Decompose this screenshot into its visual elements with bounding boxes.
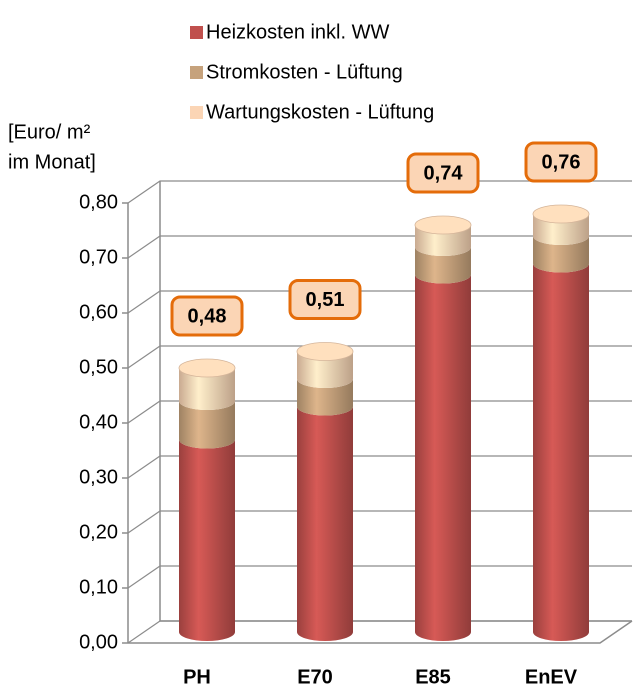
value-label: 0,76 xyxy=(542,151,581,173)
x-tick-label: EnEV xyxy=(525,666,578,688)
bar-segment xyxy=(179,439,236,641)
y-tick-label: 0,80 xyxy=(79,191,118,213)
grid-line xyxy=(127,455,632,479)
y-tick-label: 0,10 xyxy=(79,576,118,598)
legend-label: Stromkosten - Lüftung xyxy=(206,61,403,83)
y-axis-label: [Euro/ m² xyxy=(8,121,91,143)
x-tick-label: E70 xyxy=(297,666,333,688)
legend-label: Wartungskosten - Lüftung xyxy=(206,101,434,123)
bar-segment xyxy=(533,263,589,641)
value-label-box xyxy=(406,152,480,194)
legend-swatch xyxy=(190,106,203,119)
y-tick-label: 0,50 xyxy=(79,356,118,378)
bar-segment xyxy=(297,379,353,416)
y-tick-label: 0,70 xyxy=(79,246,118,268)
grid-line xyxy=(127,235,632,259)
bar-segment xyxy=(415,274,471,641)
grid-line xyxy=(127,620,632,644)
grid-line xyxy=(127,565,632,589)
bar-segment xyxy=(533,214,589,245)
value-label-box xyxy=(288,279,362,320)
x-tick-label: PH xyxy=(183,666,211,688)
y-tick-label: 0,40 xyxy=(79,411,118,433)
bar-segment xyxy=(533,236,589,273)
cylinder-top xyxy=(414,215,472,235)
cylinder-top xyxy=(532,204,590,224)
grid-line xyxy=(127,510,632,534)
y-tick-label: 0,20 xyxy=(79,521,118,543)
legend-label: Heizkosten inkl. WW xyxy=(206,21,389,43)
y-tick-label: 0,60 xyxy=(79,301,118,323)
bar-segment xyxy=(415,225,471,256)
grid-line xyxy=(127,400,632,424)
bar-segment xyxy=(297,351,353,388)
y-tick-label: 0,30 xyxy=(79,466,118,488)
grid-line xyxy=(127,345,632,369)
grid-line xyxy=(127,290,632,314)
value-label: 0,74 xyxy=(424,162,464,184)
y-tick-label: 0,00 xyxy=(79,631,118,653)
y-axis-label: im Monat] xyxy=(8,151,96,173)
cylinder-top xyxy=(296,342,354,361)
x-tick-label: E85 xyxy=(415,666,451,688)
value-label: 0,48 xyxy=(188,305,227,327)
value-label: 0,51 xyxy=(306,289,345,311)
value-label-box xyxy=(170,295,244,337)
value-label-box xyxy=(524,141,598,183)
cylinder-top xyxy=(178,358,236,378)
bar-segment xyxy=(297,406,353,641)
bar-segment xyxy=(415,247,472,284)
bar-segment xyxy=(179,401,236,449)
floor xyxy=(128,620,633,644)
bar-segment xyxy=(179,368,235,410)
legend-swatch xyxy=(190,66,203,79)
grid-line xyxy=(127,180,632,204)
legend-swatch xyxy=(190,26,203,39)
